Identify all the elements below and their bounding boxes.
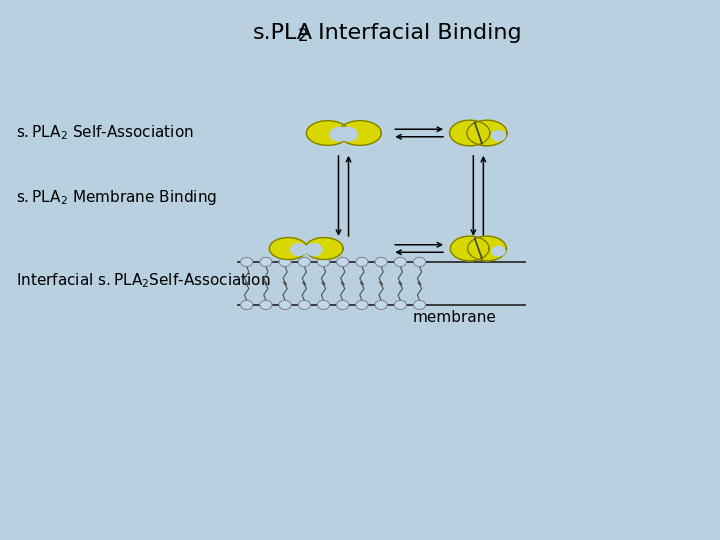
Circle shape xyxy=(318,258,330,267)
Circle shape xyxy=(337,300,348,309)
Polygon shape xyxy=(269,238,307,259)
Text: 2: 2 xyxy=(297,27,308,45)
Text: Interfacial Binding: Interfacial Binding xyxy=(311,23,522,43)
Polygon shape xyxy=(450,120,490,146)
Polygon shape xyxy=(451,236,489,261)
Circle shape xyxy=(356,300,368,309)
Circle shape xyxy=(298,300,310,309)
Circle shape xyxy=(260,300,272,309)
Circle shape xyxy=(240,300,253,309)
Circle shape xyxy=(318,300,330,309)
Circle shape xyxy=(413,258,426,267)
Circle shape xyxy=(375,258,387,267)
Circle shape xyxy=(375,300,387,309)
Circle shape xyxy=(356,258,368,267)
Circle shape xyxy=(279,300,291,309)
Circle shape xyxy=(240,258,253,267)
Circle shape xyxy=(279,258,291,267)
Polygon shape xyxy=(338,120,382,145)
Circle shape xyxy=(298,258,310,267)
Text: membrane: membrane xyxy=(413,310,496,325)
Circle shape xyxy=(305,243,323,256)
Circle shape xyxy=(491,130,506,141)
Circle shape xyxy=(337,258,348,267)
Text: $\mathregular{s.PLA_2}$ Self-Association: $\mathregular{s.PLA_2}$ Self-Association xyxy=(16,124,194,143)
Text: s.PLA: s.PLA xyxy=(253,23,312,43)
Circle shape xyxy=(329,127,349,142)
Circle shape xyxy=(289,243,307,256)
Circle shape xyxy=(260,258,272,267)
Circle shape xyxy=(413,300,426,309)
Text: $\mathregular{s.PLA_2}$ Membrane Binding: $\mathregular{s.PLA_2}$ Membrane Binding xyxy=(16,188,217,207)
Circle shape xyxy=(338,127,359,142)
Circle shape xyxy=(491,246,505,256)
Polygon shape xyxy=(305,238,343,259)
Text: Interfacial $\mathregular{s.PLA_2}$Self-Association: Interfacial $\mathregular{s.PLA_2}$Self-… xyxy=(16,272,270,290)
Circle shape xyxy=(395,258,406,267)
Circle shape xyxy=(395,300,406,309)
Polygon shape xyxy=(467,120,507,146)
Polygon shape xyxy=(467,236,506,261)
Polygon shape xyxy=(307,120,349,145)
